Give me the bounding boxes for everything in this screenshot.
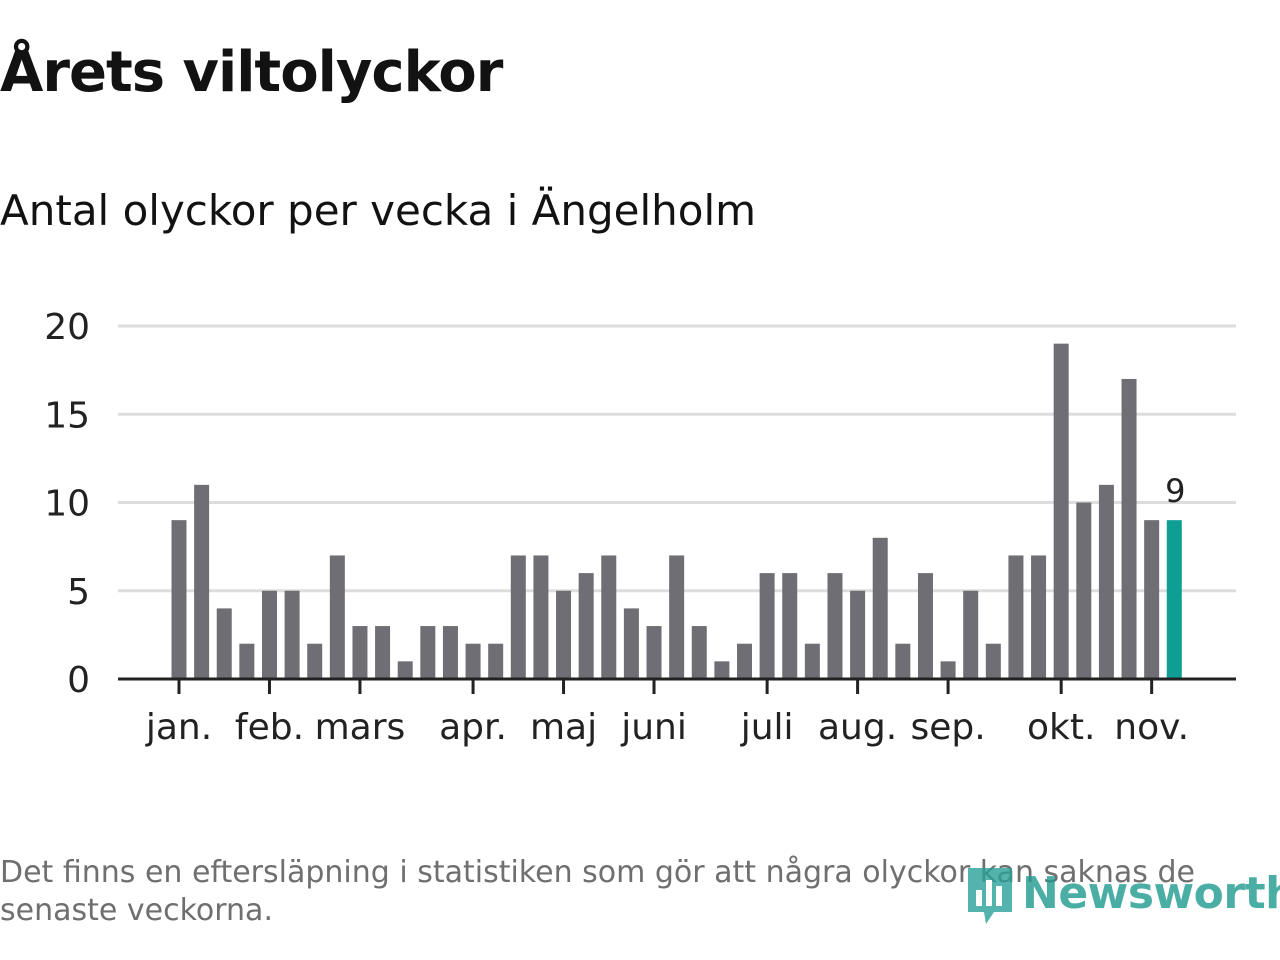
- bar: [510, 555, 526, 679]
- data-labels: 9: [1165, 472, 1185, 510]
- bar: [872, 537, 888, 679]
- bar: [533, 555, 549, 679]
- y-tick-label: 20: [44, 307, 90, 348]
- y-axis-ticks: 0 5 10 15 20: [44, 307, 90, 701]
- y-tick-label: 5: [67, 572, 90, 613]
- y-tick-label: 0: [67, 660, 90, 701]
- bar: [284, 590, 300, 679]
- bar: [375, 626, 391, 679]
- bar: [917, 573, 933, 679]
- bar: [895, 643, 911, 679]
- x-tick-label: jan.: [145, 707, 212, 748]
- x-tick-label: okt.: [1027, 707, 1095, 748]
- newsworthy-logo: Newsworthy: [964, 860, 1280, 926]
- bar: [646, 626, 662, 679]
- chart-subtitle: Antal olyckor per vecka i Ängelholm: [0, 186, 757, 235]
- logo-text: Newsworthy: [1022, 867, 1280, 919]
- newsworthy-icon: [968, 868, 1012, 924]
- bar: [985, 643, 1001, 679]
- bar: [352, 626, 368, 679]
- bar: [691, 626, 707, 679]
- y-tick-label: 15: [44, 395, 90, 436]
- bar-chart: 0 5 10 15 20 jan. feb. mars apr. maj juni juli aug.…: [44, 307, 1236, 748]
- x-tick-label: sep.: [910, 707, 985, 748]
- bar: [1008, 555, 1024, 679]
- bar: [194, 484, 210, 679]
- bar: [940, 661, 956, 679]
- bar: [623, 608, 639, 679]
- x-tick-label: nov.: [1114, 707, 1189, 748]
- bar: [239, 643, 255, 679]
- bar: [850, 590, 866, 679]
- bar: [601, 555, 617, 679]
- bar: [442, 626, 458, 679]
- highlight-value-label: 9: [1165, 472, 1185, 510]
- bar: [216, 608, 232, 679]
- bar: [1076, 502, 1092, 679]
- bar: [1144, 520, 1160, 679]
- bar: [1098, 484, 1114, 679]
- bar: [1121, 378, 1137, 679]
- bar: [759, 573, 775, 679]
- bar: [556, 590, 572, 679]
- bar: [261, 590, 277, 679]
- bar: [329, 555, 345, 679]
- bars: [171, 343, 1182, 679]
- bar: [782, 573, 798, 679]
- bar: [669, 555, 685, 679]
- y-tick-label: 10: [44, 484, 90, 525]
- x-tick-label: mars: [315, 707, 406, 748]
- bar: [737, 643, 752, 679]
- x-tick-label: maj: [530, 707, 597, 748]
- bar: [488, 643, 504, 679]
- x-tick-label: juni: [620, 707, 687, 748]
- bar: [963, 590, 979, 679]
- bar-highlight: [1166, 520, 1182, 679]
- bar: [465, 643, 481, 679]
- bar: [171, 520, 187, 679]
- chart-title: Årets viltolyckor: [0, 40, 503, 105]
- bar: [397, 661, 413, 679]
- x-tick-label: apr.: [439, 707, 507, 748]
- bar: [827, 573, 843, 679]
- bar: [307, 643, 323, 679]
- bar: [804, 643, 820, 679]
- bar: [1031, 555, 1047, 679]
- bar: [578, 573, 594, 679]
- bar: [420, 626, 436, 679]
- bar: [1053, 343, 1069, 679]
- x-tick-label: feb.: [235, 707, 304, 748]
- x-tick-label: aug.: [818, 707, 897, 748]
- x-tick-label: juli: [740, 707, 794, 748]
- bar: [714, 661, 730, 679]
- x-axis-ticks: jan. feb. mars apr. maj juni juli aug. sep. okt. n…: [145, 679, 1189, 748]
